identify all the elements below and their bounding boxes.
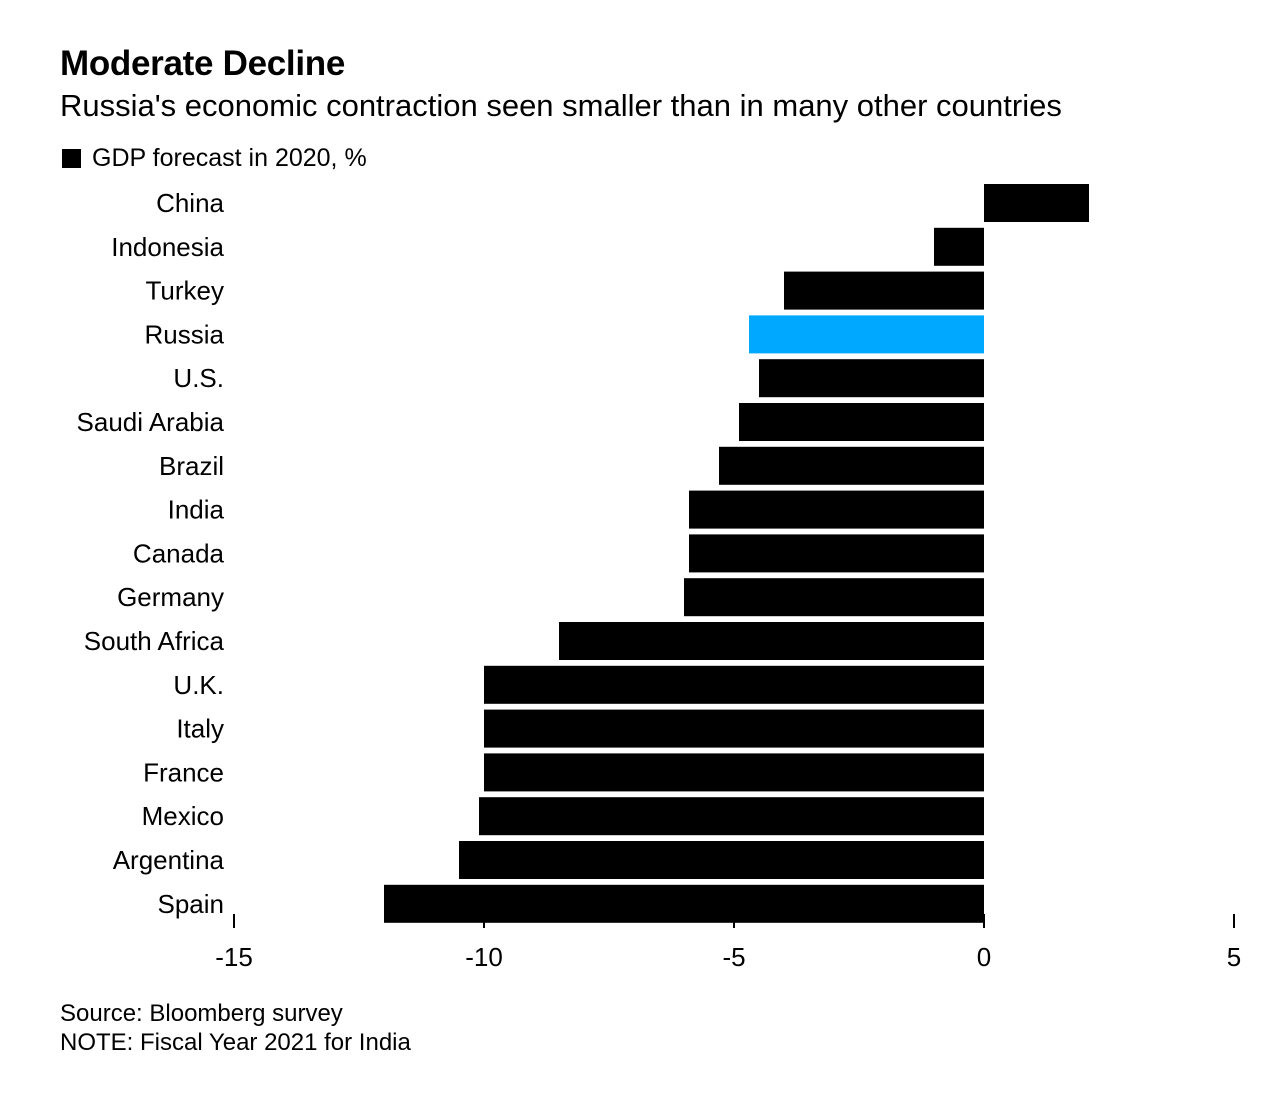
category-label-russia: Russia [145,319,225,349]
category-label-brazil: Brazil [159,451,224,481]
category-label-indonesia: Indonesia [111,232,224,262]
x-tick-label-neg10: -10 [465,942,503,972]
bar-south-africa [559,622,984,660]
bar-indonesia [934,227,984,266]
x-axis: -15 -10 -5 0 5 [215,914,1241,972]
bar-mexico [479,797,984,836]
bar-u-k [484,665,984,704]
chart-subtitle: Russia's economic contraction seen small… [60,88,1062,123]
bar-argentina [459,841,984,879]
category-label-china: China [156,188,224,218]
category-label-germany: Germany [117,582,224,612]
bars-group [384,184,1089,923]
category-label-mexico: Mexico [142,801,224,831]
bar-saudi-arabia [739,403,984,441]
bar-canada [689,534,984,573]
category-label-argentina: Argentina [113,845,225,875]
category-label-u-k: U.K. [173,670,224,700]
legend-swatch [62,148,81,168]
category-label-france: France [143,757,224,787]
category-label-italy: Italy [176,714,224,744]
bar-russia [749,315,984,354]
category-label-turkey: Turkey [146,276,225,306]
category-label-u-s: U.S. [173,363,224,393]
x-tick-label-neg15: -15 [215,942,253,972]
bar-u-s [759,359,984,398]
category-label-india: India [168,495,225,525]
bar-spain [384,884,984,923]
x-tick-label-0: 0 [977,942,991,972]
bar-china [984,184,1089,222]
category-label-spain: Spain [158,889,225,919]
chart-footer: Source: Bloomberg survey NOTE: Fiscal Ye… [60,999,411,1057]
bar-india [689,490,984,529]
bar-france [484,753,984,792]
category-label-south-africa: South Africa [84,626,225,656]
footnote: NOTE: Fiscal Year 2021 for India [60,1029,411,1056]
bar-germany [684,578,984,617]
x-tick-label-5: 5 [1227,942,1241,972]
bar-italy [484,709,984,748]
legend-label: GDP forecast in 2020, % [92,143,367,172]
source-note: Source: Bloomberg survey [60,1000,343,1027]
chart-title: Moderate Decline [60,44,346,83]
bar-turkey [784,271,984,310]
category-label-canada: Canada [133,538,225,568]
legend: GDP forecast in 2020, % [62,143,367,173]
bar-brazil [719,446,984,485]
x-tick-label-neg5: -5 [722,942,745,972]
category-labels-group: China Indonesia Turkey Russia U.S. Saudi Arab… [77,188,225,919]
category-label-saudi-arabia: Saudi Arabia [77,407,225,437]
